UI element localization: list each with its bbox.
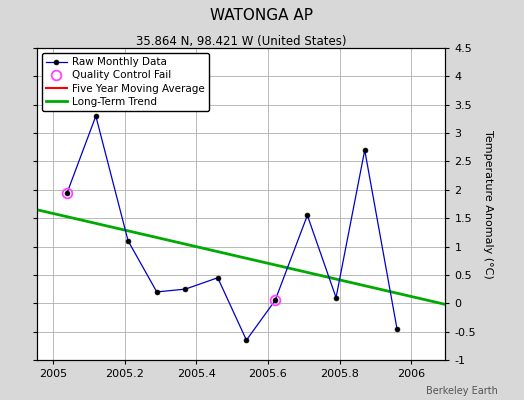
Raw Monthly Data xyxy=(215,275,221,280)
Text: WATONGA AP: WATONGA AP xyxy=(211,8,313,23)
Raw Monthly Data xyxy=(154,290,160,294)
Raw Monthly Data xyxy=(93,114,99,118)
Raw Monthly Data xyxy=(272,298,278,303)
Title: 35.864 N, 98.421 W (United States): 35.864 N, 98.421 W (United States) xyxy=(136,35,346,48)
Line: Quality Control Fail: Quality Control Fail xyxy=(62,188,280,305)
Raw Monthly Data xyxy=(362,148,368,152)
Raw Monthly Data xyxy=(394,326,400,331)
Raw Monthly Data xyxy=(125,238,131,243)
Raw Monthly Data xyxy=(333,295,339,300)
Legend: Raw Monthly Data, Quality Control Fail, Five Year Moving Average, Long-Term Tren: Raw Monthly Data, Quality Control Fail, … xyxy=(42,53,209,111)
Quality Control Fail xyxy=(272,298,278,303)
Quality Control Fail xyxy=(64,190,70,195)
Raw Monthly Data xyxy=(182,287,189,292)
Line: Raw Monthly Data: Raw Monthly Data xyxy=(65,114,399,342)
Y-axis label: Temperature Anomaly (°C): Temperature Anomaly (°C) xyxy=(483,130,493,278)
Raw Monthly Data xyxy=(64,190,70,195)
Text: Berkeley Earth: Berkeley Earth xyxy=(426,386,498,396)
Raw Monthly Data xyxy=(243,338,249,342)
Raw Monthly Data xyxy=(304,213,311,218)
